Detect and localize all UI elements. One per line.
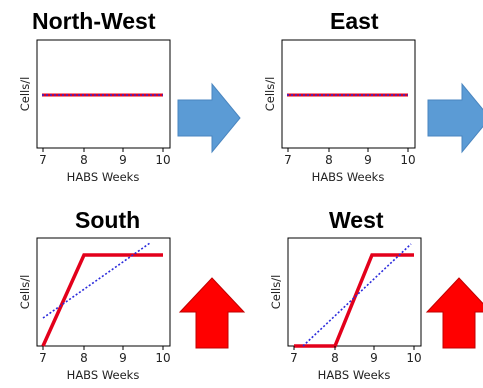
series-line-red: [41, 253, 163, 347]
chart-west: 7 8 9 10 HABS Weeks Cells/l: [269, 237, 422, 382]
x-axis-label: HABS Weeks: [312, 170, 385, 184]
series-line-blue-dotted: [42, 242, 151, 319]
x-axis-label: HABS Weeks: [318, 368, 391, 382]
chart-south: 7 8 9 10 HABS Weeks Cells/l: [18, 237, 171, 382]
tick-label: 9: [119, 351, 127, 365]
tick-label: 10: [155, 153, 170, 167]
tick-label: 9: [119, 153, 127, 167]
chart-east: 7 8 9 10 HABS Weeks Cells/l: [263, 39, 416, 184]
arrow-up-icon: [178, 277, 246, 349]
x-ticks: 7 8 9 10: [39, 346, 171, 365]
series-line-red: [294, 253, 414, 348]
panel-title-north-west: North-West: [32, 8, 156, 34]
arrow-up-icon: [425, 277, 483, 349]
tick-label: 10: [406, 351, 421, 365]
tick-label: 10: [155, 351, 170, 365]
x-axis-label: HABS Weeks: [67, 368, 140, 382]
x-ticks: 7 8 9 10: [290, 346, 422, 365]
y-axis-label: Cells/l: [263, 77, 277, 112]
tick-label: 8: [80, 351, 88, 365]
arrow-right-icon: [177, 82, 241, 154]
tick-label: 7: [39, 351, 47, 365]
tick-label: 7: [284, 153, 292, 167]
tick-label: 7: [39, 153, 47, 167]
tick-label: 8: [80, 153, 88, 167]
y-axis-label: Cells/l: [18, 77, 32, 112]
tick-label: 10: [400, 153, 415, 167]
panel-title-east: East: [330, 8, 379, 34]
series-line-blue-dotted: [302, 243, 412, 347]
tick-label: 9: [364, 153, 372, 167]
chart-north-west: 7 8 9 10 HABS Weeks Cells/l: [18, 39, 171, 184]
panel-title-south: South: [75, 207, 141, 233]
arrow-right-icon: [427, 82, 483, 154]
x-ticks: 7 8 9 10: [284, 148, 416, 167]
y-axis-label: Cells/l: [269, 275, 283, 310]
x-ticks: 7 8 9 10: [39, 148, 171, 167]
tick-label: 8: [325, 153, 333, 167]
x-axis-label: HABS Weeks: [67, 170, 140, 184]
y-axis-label: Cells/l: [18, 275, 32, 310]
tick-label: 9: [370, 351, 378, 365]
tick-label: 7: [290, 351, 298, 365]
panel-title-west: West: [329, 207, 384, 233]
tick-label: 8: [331, 351, 339, 365]
